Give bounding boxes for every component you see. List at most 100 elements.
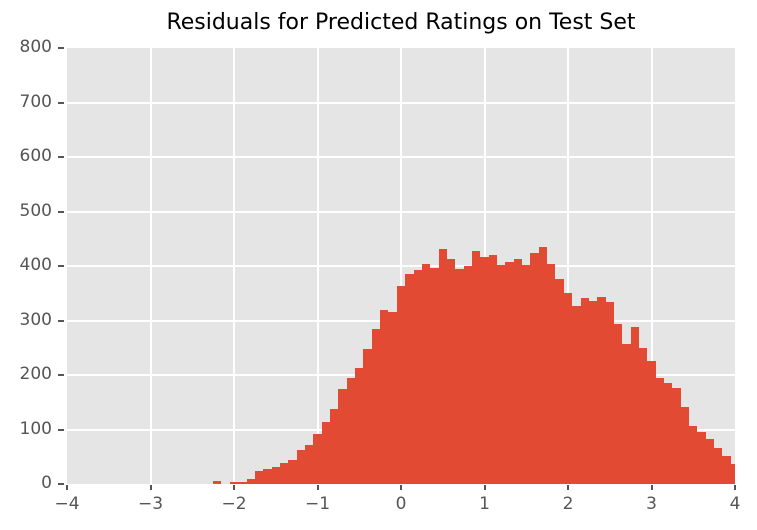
plot-area xyxy=(67,48,735,484)
x-gridline xyxy=(233,48,235,484)
histogram-bar xyxy=(363,348,372,484)
y-tick-label: 100 xyxy=(19,418,52,439)
histogram-bar xyxy=(421,263,431,484)
histogram-bar xyxy=(722,455,731,484)
histogram-bar xyxy=(488,254,498,484)
histogram-bar xyxy=(497,265,506,484)
histogram-bar xyxy=(730,464,735,484)
y-tick-mark xyxy=(58,156,64,158)
histogram-bar xyxy=(605,301,614,484)
x-gridline xyxy=(400,48,402,484)
x-tick-mark xyxy=(400,485,402,490)
x-gridline xyxy=(650,48,653,484)
y-tick-mark xyxy=(58,210,64,213)
histogram-bar xyxy=(455,269,464,484)
histogram-bar xyxy=(588,301,598,484)
histogram-bar xyxy=(655,378,665,484)
x-tick-label: 4 xyxy=(729,494,741,514)
x-tick-label: 2 xyxy=(562,494,574,514)
histogram-bar xyxy=(438,249,447,484)
histogram-bar xyxy=(697,431,706,484)
y-tick-label: 600 xyxy=(19,146,52,166)
histogram-bar xyxy=(304,444,314,484)
histogram-bar xyxy=(680,406,690,484)
y-tick-label: 400 xyxy=(19,255,52,275)
y-tick-label: 500 xyxy=(19,200,52,221)
histogram-bar xyxy=(296,449,305,484)
histogram-bar xyxy=(580,297,589,484)
y-tick-label: 0 xyxy=(41,473,52,493)
histogram-bar xyxy=(313,434,322,484)
histogram-bar xyxy=(530,253,539,484)
histogram-bar xyxy=(263,469,272,484)
y-tick-mark xyxy=(58,319,64,322)
y-tick-mark xyxy=(58,483,64,485)
y-tick-mark xyxy=(58,428,64,431)
histogram-bar xyxy=(371,328,381,484)
x-tick-label: 1 xyxy=(479,494,490,514)
histogram-bar xyxy=(246,478,255,484)
histogram-bar xyxy=(229,482,239,484)
x-tick-mark xyxy=(483,485,486,490)
histogram-bar xyxy=(388,311,397,484)
histogram-bar xyxy=(463,266,472,484)
y-tick-mark xyxy=(58,101,64,104)
histogram-bar xyxy=(622,344,631,484)
histogram-bar xyxy=(446,258,456,484)
histogram-bar xyxy=(271,467,280,484)
histogram-bar xyxy=(405,273,414,484)
histogram-bar xyxy=(555,278,564,484)
histogram-bar xyxy=(547,263,556,484)
x-gridline xyxy=(567,48,569,484)
histogram-bar xyxy=(714,448,723,484)
histogram-bar xyxy=(638,348,648,484)
y-tick-label: 700 xyxy=(19,91,52,112)
x-tick-mark xyxy=(149,485,152,490)
histogram-bar xyxy=(238,481,247,484)
histogram-bar xyxy=(597,297,606,484)
histogram-bar xyxy=(396,286,406,484)
x-tick-label: −2 xyxy=(221,494,247,514)
histogram-bar xyxy=(480,256,489,484)
histogram-bar xyxy=(413,270,422,484)
histogram-bar xyxy=(380,309,389,484)
histogram-bar xyxy=(338,389,347,484)
y-tick-mark xyxy=(58,47,64,49)
x-tick-mark xyxy=(734,485,736,490)
y-tick-label: 800 xyxy=(19,37,52,57)
histogram-bar xyxy=(321,422,331,484)
histogram-bar xyxy=(279,463,289,484)
y-tick-label: 200 xyxy=(19,364,52,384)
histogram-bar xyxy=(672,388,681,484)
histogram-bar xyxy=(513,259,523,484)
histogram-bar xyxy=(346,377,356,484)
x-tick-label: 0 xyxy=(395,494,407,514)
x-tick-mark xyxy=(567,485,569,490)
x-tick-mark xyxy=(66,485,68,490)
x-tick-label: −4 xyxy=(54,494,80,514)
histogram-bar xyxy=(505,261,514,484)
histogram-bar xyxy=(664,383,673,484)
y-tick-mark xyxy=(58,265,64,267)
chart-title: Residuals for Predicted Ratings on Test … xyxy=(166,10,636,35)
histogram-bar xyxy=(563,292,573,484)
histogram-bar xyxy=(538,246,548,484)
x-tick-mark xyxy=(233,485,235,490)
histogram-bar xyxy=(613,323,623,484)
histogram-bar xyxy=(705,439,715,484)
x-gridline xyxy=(149,48,152,484)
y-tick-label: 300 xyxy=(19,309,52,330)
histogram-bar xyxy=(471,250,481,484)
x-tick-mark xyxy=(316,485,319,490)
histogram-bar xyxy=(330,409,339,484)
histogram-bar xyxy=(355,368,364,484)
histogram-bar xyxy=(572,306,581,484)
histogram-bar xyxy=(254,470,264,484)
x-tick-mark xyxy=(650,485,653,490)
histogram-bar xyxy=(647,361,656,484)
x-tick-label: −3 xyxy=(137,494,164,514)
x-tick-label: −1 xyxy=(304,494,331,514)
histogram-bar xyxy=(689,425,698,484)
x-gridline xyxy=(316,48,319,484)
